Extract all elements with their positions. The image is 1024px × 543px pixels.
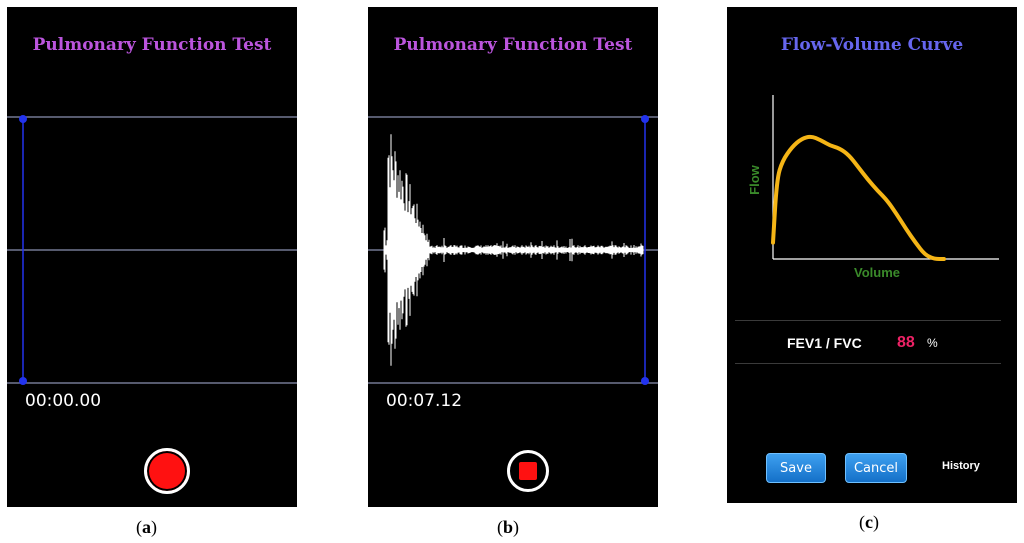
divider-top: [735, 320, 1001, 321]
caption-open-paren: (: [497, 517, 503, 537]
waveform-display: [368, 115, 658, 385]
history-link[interactable]: History: [942, 460, 980, 472]
caption-close-paren: ): [873, 512, 879, 532]
phone-screen-idle: Pulmonary Function Test 00:00.00: [7, 7, 297, 507]
playhead-bottom-handle: [19, 377, 27, 385]
ratio-value: 88: [897, 334, 915, 351]
waveform-display: [7, 115, 297, 385]
elapsed-timer: 00:00.00: [25, 391, 102, 411]
app-title: Pulmonary Function Test: [32, 35, 272, 55]
phone-screen-recording: Pulmonary Function Test 00:07.12: [368, 7, 658, 507]
stop-button[interactable]: [507, 450, 549, 492]
caption-a: (a): [136, 517, 157, 538]
caption-c: (c): [859, 512, 879, 533]
stop-square-icon: [519, 462, 537, 480]
caption-b: (b): [497, 517, 519, 538]
ratio-unit: %: [927, 336, 938, 350]
caption-close-paren: ): [151, 517, 157, 537]
caption-letter: b: [503, 517, 514, 537]
x-axis-label: Volume: [854, 265, 900, 280]
playhead-top-handle: [19, 115, 27, 123]
y-axis-label: Flow: [747, 164, 762, 194]
playhead-bottom-handle: [641, 377, 649, 385]
cancel-button[interactable]: Cancel: [845, 453, 907, 483]
caption-letter: a: [142, 517, 151, 537]
divider-bottom: [735, 363, 1001, 364]
flow-volume-chart: Flow Volume: [747, 95, 999, 280]
caption-letter: c: [865, 512, 873, 532]
fev1-fvc-row: FEV1 / FVC 88 %: [727, 334, 1017, 361]
app-title: Pulmonary Function Test: [393, 35, 633, 55]
flow-volume-curve: [771, 134, 946, 261]
playhead-top-handle: [641, 115, 649, 123]
ratio-label: FEV1 / FVC: [787, 335, 862, 351]
phone-screen-results: Flow-Volume Curve Flow Volume FEV1 / FVC…: [727, 7, 1017, 503]
chart-title: Flow-Volume Curve: [780, 35, 964, 55]
caption-close-paren: ): [513, 517, 520, 537]
caption-open-paren: (: [859, 512, 865, 532]
elapsed-timer: 00:07.12: [386, 391, 463, 411]
caption-open-paren: (: [136, 517, 142, 537]
save-button[interactable]: Save: [766, 453, 826, 483]
record-button[interactable]: [144, 448, 190, 494]
audio-waveform: [383, 134, 644, 366]
